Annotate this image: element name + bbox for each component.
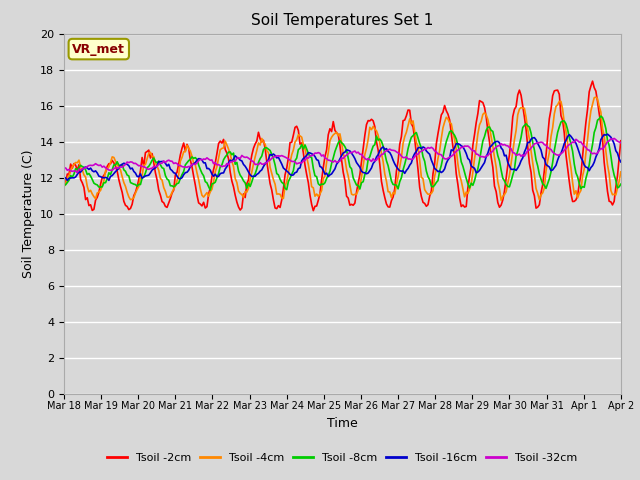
- Tsoil -16cm: [185, 168, 193, 173]
- Tsoil -4cm: [67, 168, 74, 174]
- Line: Tsoil -8cm: Tsoil -8cm: [64, 116, 621, 190]
- Tsoil -8cm: [617, 181, 625, 187]
- Tsoil -2cm: [183, 142, 191, 147]
- Line: Tsoil -32cm: Tsoil -32cm: [64, 138, 621, 173]
- Text: VR_met: VR_met: [72, 43, 125, 56]
- Tsoil -4cm: [517, 105, 525, 110]
- Tsoil -2cm: [227, 169, 234, 175]
- Tsoil -16cm: [617, 159, 625, 165]
- Tsoil -2cm: [310, 208, 317, 214]
- Tsoil -4cm: [60, 184, 68, 190]
- Tsoil -16cm: [517, 158, 525, 164]
- Tsoil -2cm: [617, 138, 625, 144]
- Tsoil -4cm: [497, 197, 505, 203]
- Tsoil -16cm: [60, 174, 68, 180]
- Tsoil -8cm: [374, 137, 382, 143]
- Tsoil -8cm: [228, 152, 236, 157]
- Line: Tsoil -2cm: Tsoil -2cm: [64, 81, 621, 211]
- Tsoil -16cm: [228, 158, 236, 164]
- Tsoil -2cm: [374, 147, 382, 153]
- Tsoil -32cm: [617, 140, 625, 145]
- Tsoil -4cm: [372, 128, 380, 133]
- Tsoil -8cm: [60, 182, 68, 188]
- Tsoil -16cm: [374, 152, 382, 157]
- Tsoil -8cm: [207, 187, 214, 193]
- Tsoil -8cm: [517, 134, 525, 140]
- Tsoil -16cm: [524, 140, 532, 145]
- Tsoil -8cm: [524, 123, 532, 129]
- Tsoil -32cm: [74, 170, 81, 176]
- Tsoil -4cm: [592, 94, 600, 100]
- Tsoil -32cm: [228, 159, 236, 165]
- Tsoil -32cm: [67, 168, 74, 174]
- Tsoil -2cm: [60, 182, 68, 188]
- Tsoil -16cm: [63, 178, 71, 183]
- Tsoil -2cm: [67, 161, 74, 167]
- Tsoil -2cm: [517, 92, 525, 98]
- Tsoil -8cm: [597, 113, 605, 119]
- Y-axis label: Soil Temperature (C): Soil Temperature (C): [22, 149, 35, 278]
- Tsoil -2cm: [524, 144, 532, 150]
- Title: Soil Temperatures Set 1: Soil Temperatures Set 1: [252, 13, 433, 28]
- Tsoil -8cm: [67, 173, 74, 179]
- Tsoil -4cm: [524, 127, 532, 132]
- Tsoil -4cm: [227, 151, 234, 157]
- Tsoil -32cm: [611, 135, 618, 141]
- Tsoil -32cm: [185, 164, 193, 169]
- Tsoil -32cm: [60, 165, 68, 171]
- Tsoil -4cm: [183, 143, 191, 148]
- X-axis label: Time: Time: [327, 417, 358, 430]
- Tsoil -16cm: [68, 175, 76, 180]
- Tsoil -32cm: [374, 155, 382, 160]
- Line: Tsoil -4cm: Tsoil -4cm: [64, 97, 621, 200]
- Tsoil -32cm: [524, 148, 532, 154]
- Tsoil -16cm: [604, 132, 611, 137]
- Tsoil -8cm: [183, 160, 191, 166]
- Tsoil -4cm: [617, 169, 625, 175]
- Legend: Tsoil -2cm, Tsoil -4cm, Tsoil -8cm, Tsoil -16cm, Tsoil -32cm: Tsoil -2cm, Tsoil -4cm, Tsoil -8cm, Tsoi…: [103, 448, 582, 467]
- Line: Tsoil -16cm: Tsoil -16cm: [64, 134, 621, 180]
- Tsoil -32cm: [517, 154, 525, 159]
- Tsoil -2cm: [589, 78, 596, 84]
